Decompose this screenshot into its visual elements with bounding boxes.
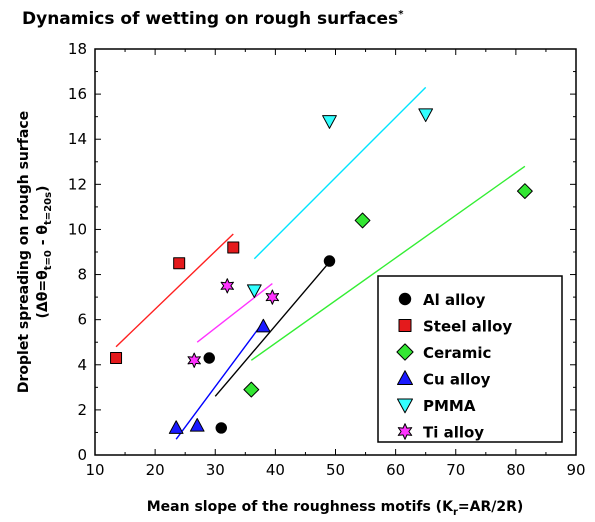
y-axis-ticks: 0 2 4 6 8 10 12 14 16 18 (68, 40, 576, 464)
x-tick-label: 70 (446, 461, 465, 479)
y-axis-formula-mid: - θ (35, 225, 51, 251)
data-point-ceramic (516, 183, 533, 200)
legend-label-pmma: PMMA (423, 397, 476, 415)
trend-line-steel-alloy (115, 233, 234, 348)
x-tick-label: 10 (85, 461, 104, 479)
x-tick-label: 90 (566, 461, 585, 479)
y-tick-label: 18 (68, 40, 87, 58)
trend-line-al-alloy (214, 265, 328, 397)
y-tick-label: 14 (68, 130, 87, 148)
legend-marker-ceramic (396, 343, 414, 361)
legend-label-al-alloy: Al alloy (423, 291, 486, 309)
legend-marker-steel-alloy (398, 319, 412, 332)
data-point-pmma (418, 108, 434, 123)
data-point-steel-alloy (173, 257, 186, 270)
legend-label-ti-alloy: Ti alloy (423, 424, 484, 442)
data-point-al-alloy (203, 352, 215, 364)
trend-lines (115, 86, 526, 440)
data-point-cu-alloy (255, 318, 271, 333)
legend-label-steel-alloy: Steel alloy (423, 318, 512, 336)
data-point-ti-alloy (220, 278, 234, 294)
y-tick-label: 16 (68, 85, 87, 103)
legend-label-cu-alloy: Cu alloy (423, 371, 491, 389)
y-axis-formula-sub2: t=20s (43, 192, 54, 225)
x-tick-label: 80 (506, 461, 525, 479)
y-tick-label: 10 (68, 220, 87, 238)
data-point-ceramic (243, 381, 260, 398)
data-point-al-alloy (215, 422, 227, 434)
x-axis-label-subscript: r (453, 507, 458, 518)
data-point-steel-alloy (110, 352, 123, 365)
x-axis-ticks: 10 20 30 40 50 60 70 80 90 (85, 49, 586, 479)
legend-marker-pmma (397, 398, 413, 414)
chart-title-superscript: * (398, 9, 404, 20)
y-tick-label: 6 (77, 311, 87, 329)
x-tick-label: 20 (146, 461, 165, 479)
y-axis-formula-close: ) (35, 186, 51, 192)
x-tick-label: 60 (386, 461, 405, 479)
trend-line-ceramic (250, 165, 526, 361)
legend: Al alloy Steel alloy Ceramic Cu alloy PMMA Ti… (377, 275, 563, 443)
data-point-al-alloy (323, 255, 336, 267)
data-point-pmma (246, 284, 262, 298)
y-axis-formula-sub1: t=0 (43, 250, 54, 270)
legend-marker-al-alloy (398, 292, 412, 306)
data-point-ti-alloy (187, 352, 201, 368)
legend-items: Al alloy Steel alloy Ceramic Cu alloy PMMA Ti… (396, 291, 512, 442)
data-points (110, 108, 533, 434)
x-tick-label: 30 (206, 461, 225, 479)
legend-marker-cu-alloy (397, 370, 413, 385)
data-point-ceramic (354, 212, 371, 229)
y-tick-label: 2 (77, 401, 87, 419)
chart-title: Dynamics of wetting on rough surfaces* (22, 9, 404, 29)
x-axis-label-text: Mean slope of the roughness motifs (K (147, 499, 454, 515)
data-point-ti-alloy (265, 289, 280, 305)
data-point-pmma (322, 115, 337, 129)
x-axis-label: Mean slope of the roughness motifs (Kr=A… (147, 499, 524, 518)
trend-line-cu-alloy (175, 321, 264, 440)
x-tick-label: 50 (326, 461, 345, 479)
data-point-cu-alloy (168, 420, 184, 434)
data-point-steel-alloy (227, 241, 240, 254)
y-tick-label: 8 (77, 266, 87, 284)
y-axis-formula-open: (Δθ=θ (35, 270, 51, 319)
x-tick-label: 40 (266, 461, 285, 479)
x-axis-label-tail: =AR/2R) (458, 499, 523, 515)
y-tick-label: 4 (77, 356, 87, 374)
data-point-cu-alloy (189, 418, 205, 432)
y-tick-label: 0 (77, 446, 87, 464)
trend-line-ti-alloy (196, 283, 273, 343)
legend-label-ceramic: Ceramic (423, 344, 491, 362)
y-axis-label: Droplet spreading on rough surface (16, 111, 32, 393)
chart-title-text: Dynamics of wetting on rough surfaces (22, 9, 398, 29)
y-axis-label-formula: (Δθ=θt=0 - θt=20s) (35, 186, 54, 319)
y-tick-label: 12 (68, 175, 87, 193)
legend-marker-ti-alloy (397, 423, 413, 440)
trend-line-pmma (253, 86, 427, 260)
